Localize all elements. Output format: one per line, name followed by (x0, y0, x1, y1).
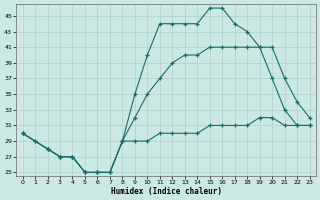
X-axis label: Humidex (Indice chaleur): Humidex (Indice chaleur) (111, 187, 221, 196)
